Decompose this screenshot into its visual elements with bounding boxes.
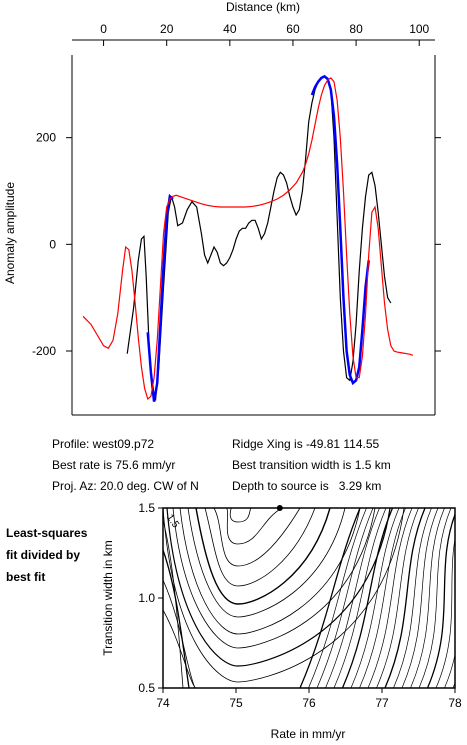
contour-line	[204, 508, 316, 587]
top-y-ticks: -200 0 200	[32, 131, 441, 358]
x-tick-label: 78	[448, 696, 462, 710]
best-fit-marker	[276, 505, 283, 511]
contour-line	[418, 508, 452, 688]
contour-line	[223, 508, 283, 545]
contour-line	[213, 508, 301, 567]
contour-label: 1.5	[164, 512, 181, 530]
top-xlabel: Distance (km)	[226, 0, 300, 14]
y-tick-label: 0.5	[138, 681, 155, 695]
contour-line	[384, 508, 426, 688]
contour-line	[229, 508, 262, 523]
contour-line	[367, 508, 413, 688]
y-tick-label: 1.5	[138, 501, 155, 515]
observed-profile-line	[126, 75, 392, 401]
bottom-y-ticks: 0.5 1.0 1.5	[138, 501, 163, 695]
contour-line	[172, 508, 376, 649]
contour-line	[435, 537, 455, 688]
contour-line	[308, 508, 367, 688]
contour-line	[316, 508, 374, 688]
contour-line	[325, 508, 380, 688]
contour-line	[333, 508, 387, 688]
side-note: Least-squares fit divided by best fit	[6, 526, 88, 584]
top-x-ticks: 0 20 40 60 80 100	[100, 22, 430, 46]
misfit-contour-chart: 74 75 76 77 78 0.5 1.0 1.5 1.5 Rate in mm/yr T…	[101, 501, 467, 741]
y-tick-label: 1.0	[138, 591, 155, 605]
contour-line	[166, 508, 391, 667]
x-tick-label: 100	[409, 22, 429, 36]
synthetic-model-line	[82, 77, 414, 401]
model-fit-segment-line	[310, 74, 370, 386]
model-fit-segment-line	[146, 193, 174, 402]
x-tick-label: 75	[229, 696, 243, 710]
x-tick-label: 40	[223, 22, 237, 36]
contour-line	[426, 512, 455, 688]
profile-text: Profile: west09.p72	[52, 437, 155, 451]
contour-line	[359, 508, 406, 688]
contour-line	[163, 549, 190, 688]
contour-line	[163, 508, 405, 683]
profile-series	[82, 74, 414, 402]
contour-line	[195, 508, 331, 605]
contour-line	[341, 508, 394, 688]
contour-line	[179, 508, 361, 635]
x-tick-label: 74	[156, 696, 170, 710]
contour-line	[462, 508, 467, 688]
profile-chart: Distance (km) 0 20 40 60 80 100 -200 0 200 Anom…	[3, 0, 441, 416]
depth-to-source-text: Depth to source is 3.29 km	[232, 479, 382, 493]
projection-azimuth-text: Proj. Az: 20.0 deg. CW of N	[52, 479, 199, 493]
contour-line	[187, 508, 346, 618]
x-tick-label: 60	[286, 22, 300, 36]
x-tick-label: 77	[375, 696, 389, 710]
y-tick-label: 200	[36, 131, 56, 145]
bottom-x-ticks: 74 75 76 77 78	[156, 688, 462, 710]
top-ylabel: Anomaly amplitude	[3, 182, 17, 284]
contour-line	[376, 508, 419, 688]
best-rate-text: Best rate is 75.6 mm/yr	[52, 458, 176, 472]
bottom-ylabel: Transition width in km	[101, 540, 115, 656]
contour-line	[444, 652, 455, 688]
x-tick-label: 20	[160, 22, 174, 36]
contour-line	[163, 609, 201, 688]
contour-line	[393, 508, 432, 688]
y-tick-label: 0	[49, 237, 56, 251]
ridge-crossing-text: Ridge Xing is -49.81 114.55	[232, 437, 380, 451]
bottom-xlabel: Rate in mm/yr	[271, 727, 346, 741]
contour-line	[163, 579, 196, 688]
contour-line	[163, 519, 184, 688]
contour-line	[299, 508, 361, 688]
contour-line	[401, 508, 439, 688]
y-tick-label: -200	[32, 344, 56, 358]
x-tick-label: 76	[302, 696, 316, 710]
contour-line	[410, 508, 445, 688]
x-tick-label: 80	[349, 22, 363, 36]
best-width-text: Best transition width is 1.5 km	[232, 458, 391, 472]
contour-line	[350, 508, 400, 688]
x-tick-label: 0	[100, 22, 107, 36]
contour-lines	[163, 508, 467, 688]
